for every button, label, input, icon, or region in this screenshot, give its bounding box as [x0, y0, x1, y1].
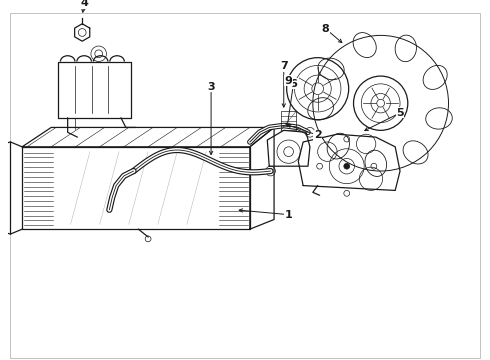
Text: 4: 4 [80, 0, 88, 8]
Text: 1: 1 [285, 210, 293, 220]
Text: 8: 8 [321, 24, 329, 33]
Text: 6: 6 [290, 79, 297, 89]
Text: 7: 7 [280, 62, 288, 71]
Text: 3: 3 [207, 82, 215, 92]
Text: 9: 9 [285, 76, 293, 86]
Text: 5: 5 [396, 108, 404, 118]
Text: 2: 2 [314, 130, 321, 140]
Circle shape [344, 163, 350, 169]
